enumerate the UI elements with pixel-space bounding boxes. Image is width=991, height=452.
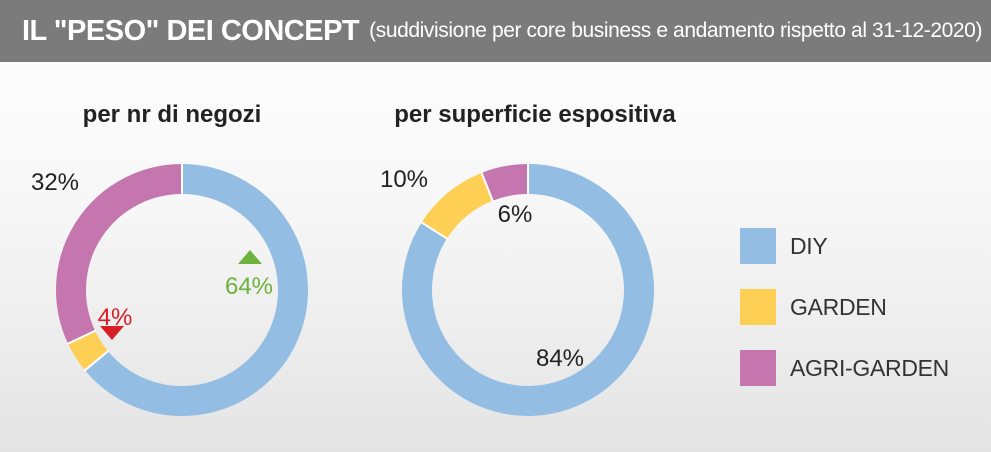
page-title: IL "PESO" DEI CONCEPT	[22, 14, 360, 47]
trend-up-icon	[238, 250, 262, 264]
chart-title: per nr di negozi	[83, 101, 262, 128]
legend-label: GARDEN	[790, 293, 887, 320]
legend-item-garden: GARDEN	[740, 289, 949, 325]
slice-separator	[66, 329, 97, 345]
donut-slice-agri-garden	[481, 164, 529, 201]
page-subtitle: (suddivisione per core business e andame…	[369, 19, 983, 42]
data-label-diy: 64%	[225, 273, 273, 300]
legend-label: AGRI-GARDEN	[790, 354, 949, 381]
legend-item-diy: DIY	[740, 228, 949, 264]
data-label-garden: 4%	[98, 304, 133, 331]
data-label-diy: 84%	[536, 345, 584, 372]
slice-separator	[83, 349, 110, 372]
donut-slice-garden	[421, 172, 494, 239]
legend-swatch-agri-garden	[740, 350, 776, 386]
header-bar: IL "PESO" DEI CONCEPT (suddivisione per …	[0, 0, 991, 62]
data-label-garden: 10%	[380, 166, 428, 193]
donut-slice-diy	[84, 164, 308, 416]
donut-slice-diy	[402, 164, 654, 416]
legend-swatch-diy	[740, 228, 776, 264]
legend: DIY GARDEN AGRI-GARDEN	[740, 228, 949, 411]
trend-down-icon	[100, 326, 124, 340]
legend-label: DIY	[790, 232, 828, 259]
data-label-agri-garden: 6%	[498, 201, 533, 228]
slice-separator	[420, 221, 449, 240]
legend-item-agri-garden: AGRI-GARDEN	[740, 350, 949, 386]
legend-swatch-garden	[740, 289, 776, 325]
chart-title: per superficie espositiva	[394, 101, 676, 128]
data-label-agri-garden: 32%	[31, 169, 79, 196]
slice-separator	[480, 171, 494, 203]
donut-slice-garden	[67, 330, 109, 371]
donut-slice-agri-garden	[56, 164, 183, 344]
